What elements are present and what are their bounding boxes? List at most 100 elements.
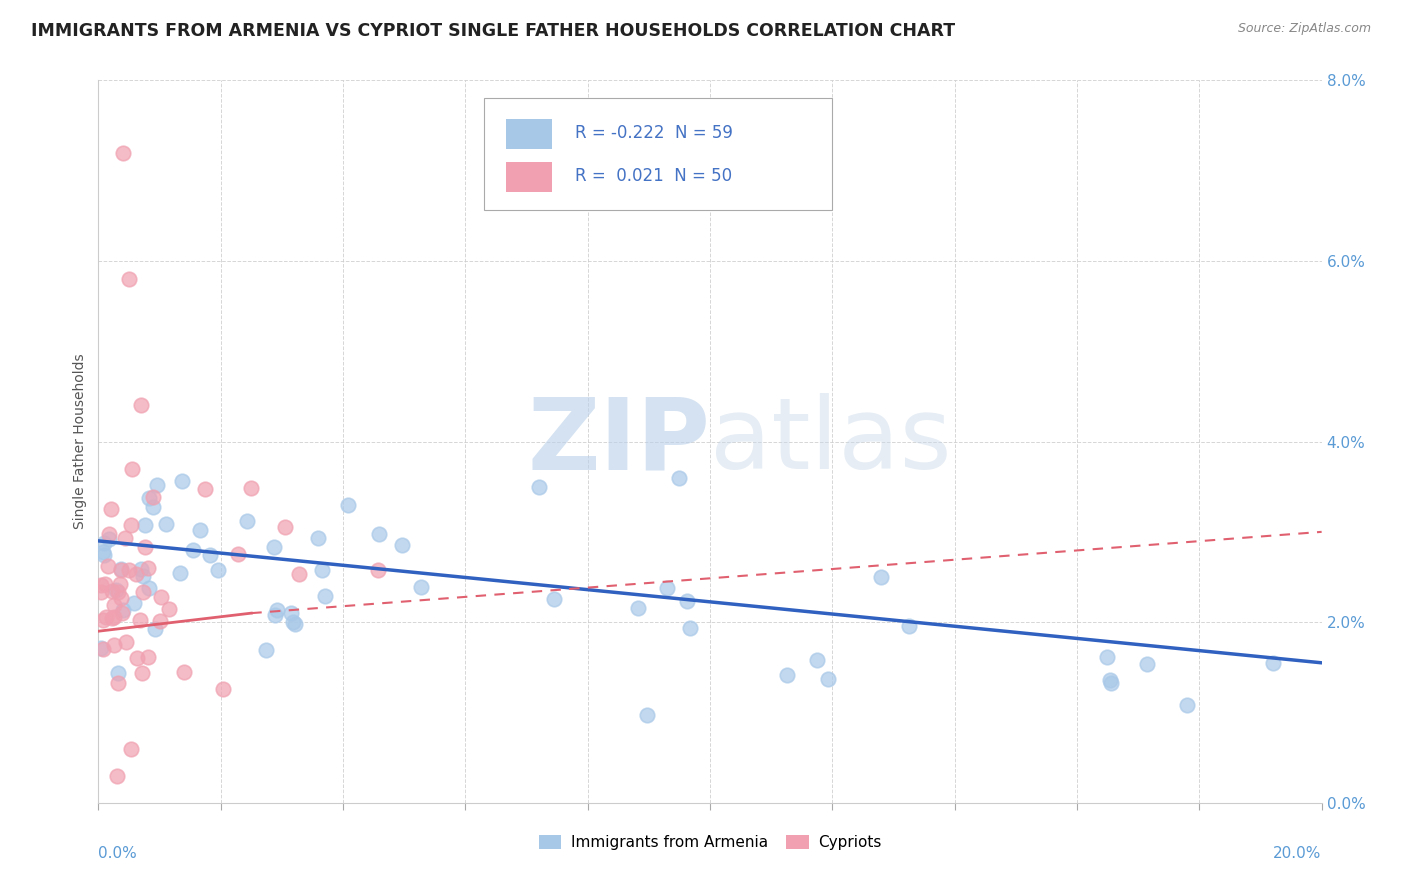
Point	[120, 518, 142, 533]
Point	[679, 621, 702, 635]
Point	[108, 577, 131, 591]
Point	[97, 526, 120, 541]
Point	[134, 517, 156, 532]
Point	[103, 598, 125, 612]
Point	[226, 547, 249, 561]
Point	[129, 613, 152, 627]
Point	[146, 478, 169, 492]
Point	[122, 597, 145, 611]
Point	[1095, 650, 1118, 665]
Text: IMMIGRANTS FROM ARMENIA VS CYPRIOT SINGLE FATHER HOUSEHOLDS CORRELATION CHART: IMMIGRANTS FROM ARMENIA VS CYPRIOT SINGL…	[31, 22, 955, 40]
Point	[367, 563, 389, 577]
Point	[314, 589, 336, 603]
Point	[118, 563, 141, 577]
Point	[103, 609, 125, 624]
Text: R =  0.021  N = 50: R = 0.021 N = 50	[575, 168, 733, 186]
Point	[110, 563, 132, 577]
Point	[90, 641, 112, 656]
Point	[103, 638, 125, 652]
Point	[107, 585, 129, 599]
Point	[114, 531, 136, 545]
Point	[100, 502, 122, 516]
Point	[240, 481, 263, 495]
Point	[1135, 657, 1157, 671]
Point	[181, 543, 204, 558]
Point	[100, 584, 122, 599]
Point	[93, 548, 115, 562]
Point	[263, 608, 285, 623]
Point	[280, 606, 302, 620]
Point	[118, 272, 141, 286]
Point	[776, 667, 799, 681]
Text: R = -0.222  N = 59: R = -0.222 N = 59	[575, 124, 734, 142]
Point	[138, 491, 160, 506]
Point	[188, 523, 211, 537]
Point	[97, 559, 120, 574]
Bar	[506, 119, 553, 149]
Point	[120, 741, 142, 756]
Point	[105, 582, 128, 597]
Point	[101, 611, 124, 625]
Point	[131, 666, 153, 681]
Point	[170, 474, 193, 488]
Point	[266, 603, 288, 617]
Y-axis label: Single Father Households: Single Father Households	[73, 354, 87, 529]
Point	[636, 707, 658, 722]
Point	[897, 619, 920, 633]
Point	[263, 540, 285, 554]
Point	[96, 610, 118, 624]
Point	[657, 581, 679, 595]
Point	[198, 548, 221, 562]
Point	[527, 480, 550, 494]
Point	[1261, 656, 1284, 670]
Point	[288, 566, 311, 581]
Point	[150, 590, 173, 604]
Point	[870, 570, 893, 584]
Point	[169, 566, 191, 580]
Point	[90, 584, 112, 599]
Point	[1099, 675, 1122, 690]
Point	[1177, 698, 1199, 713]
Point	[391, 538, 413, 552]
FancyBboxPatch shape	[484, 98, 832, 211]
Point	[138, 560, 160, 574]
Point	[110, 562, 132, 576]
Text: 20.0%: 20.0%	[1274, 847, 1322, 861]
Point	[138, 581, 160, 595]
Point	[136, 649, 159, 664]
Point	[284, 617, 307, 632]
Point	[93, 614, 115, 628]
Point	[105, 769, 128, 783]
Point	[676, 594, 699, 608]
Text: Source: ZipAtlas.com: Source: ZipAtlas.com	[1237, 22, 1371, 36]
Point	[817, 672, 839, 686]
Point	[173, 665, 195, 679]
Point	[115, 635, 138, 649]
Text: atlas: atlas	[710, 393, 952, 490]
Point	[143, 623, 166, 637]
Point	[90, 578, 112, 592]
Point	[125, 567, 148, 582]
Point	[149, 614, 172, 628]
Point	[1098, 673, 1121, 687]
Point	[132, 584, 155, 599]
Point	[254, 642, 277, 657]
Point	[134, 540, 156, 554]
Point	[111, 606, 134, 620]
Point	[94, 577, 117, 591]
Point	[142, 500, 165, 514]
Point	[142, 491, 165, 505]
Point	[543, 592, 565, 607]
Point	[111, 145, 134, 160]
Point	[155, 517, 177, 532]
Point	[110, 591, 132, 605]
Point	[112, 603, 135, 617]
Point	[367, 527, 389, 541]
Point	[311, 563, 333, 577]
Bar	[506, 162, 553, 193]
Point	[668, 470, 690, 484]
Point	[93, 545, 115, 559]
Point	[107, 665, 129, 680]
Point	[627, 600, 650, 615]
Point	[157, 602, 180, 616]
